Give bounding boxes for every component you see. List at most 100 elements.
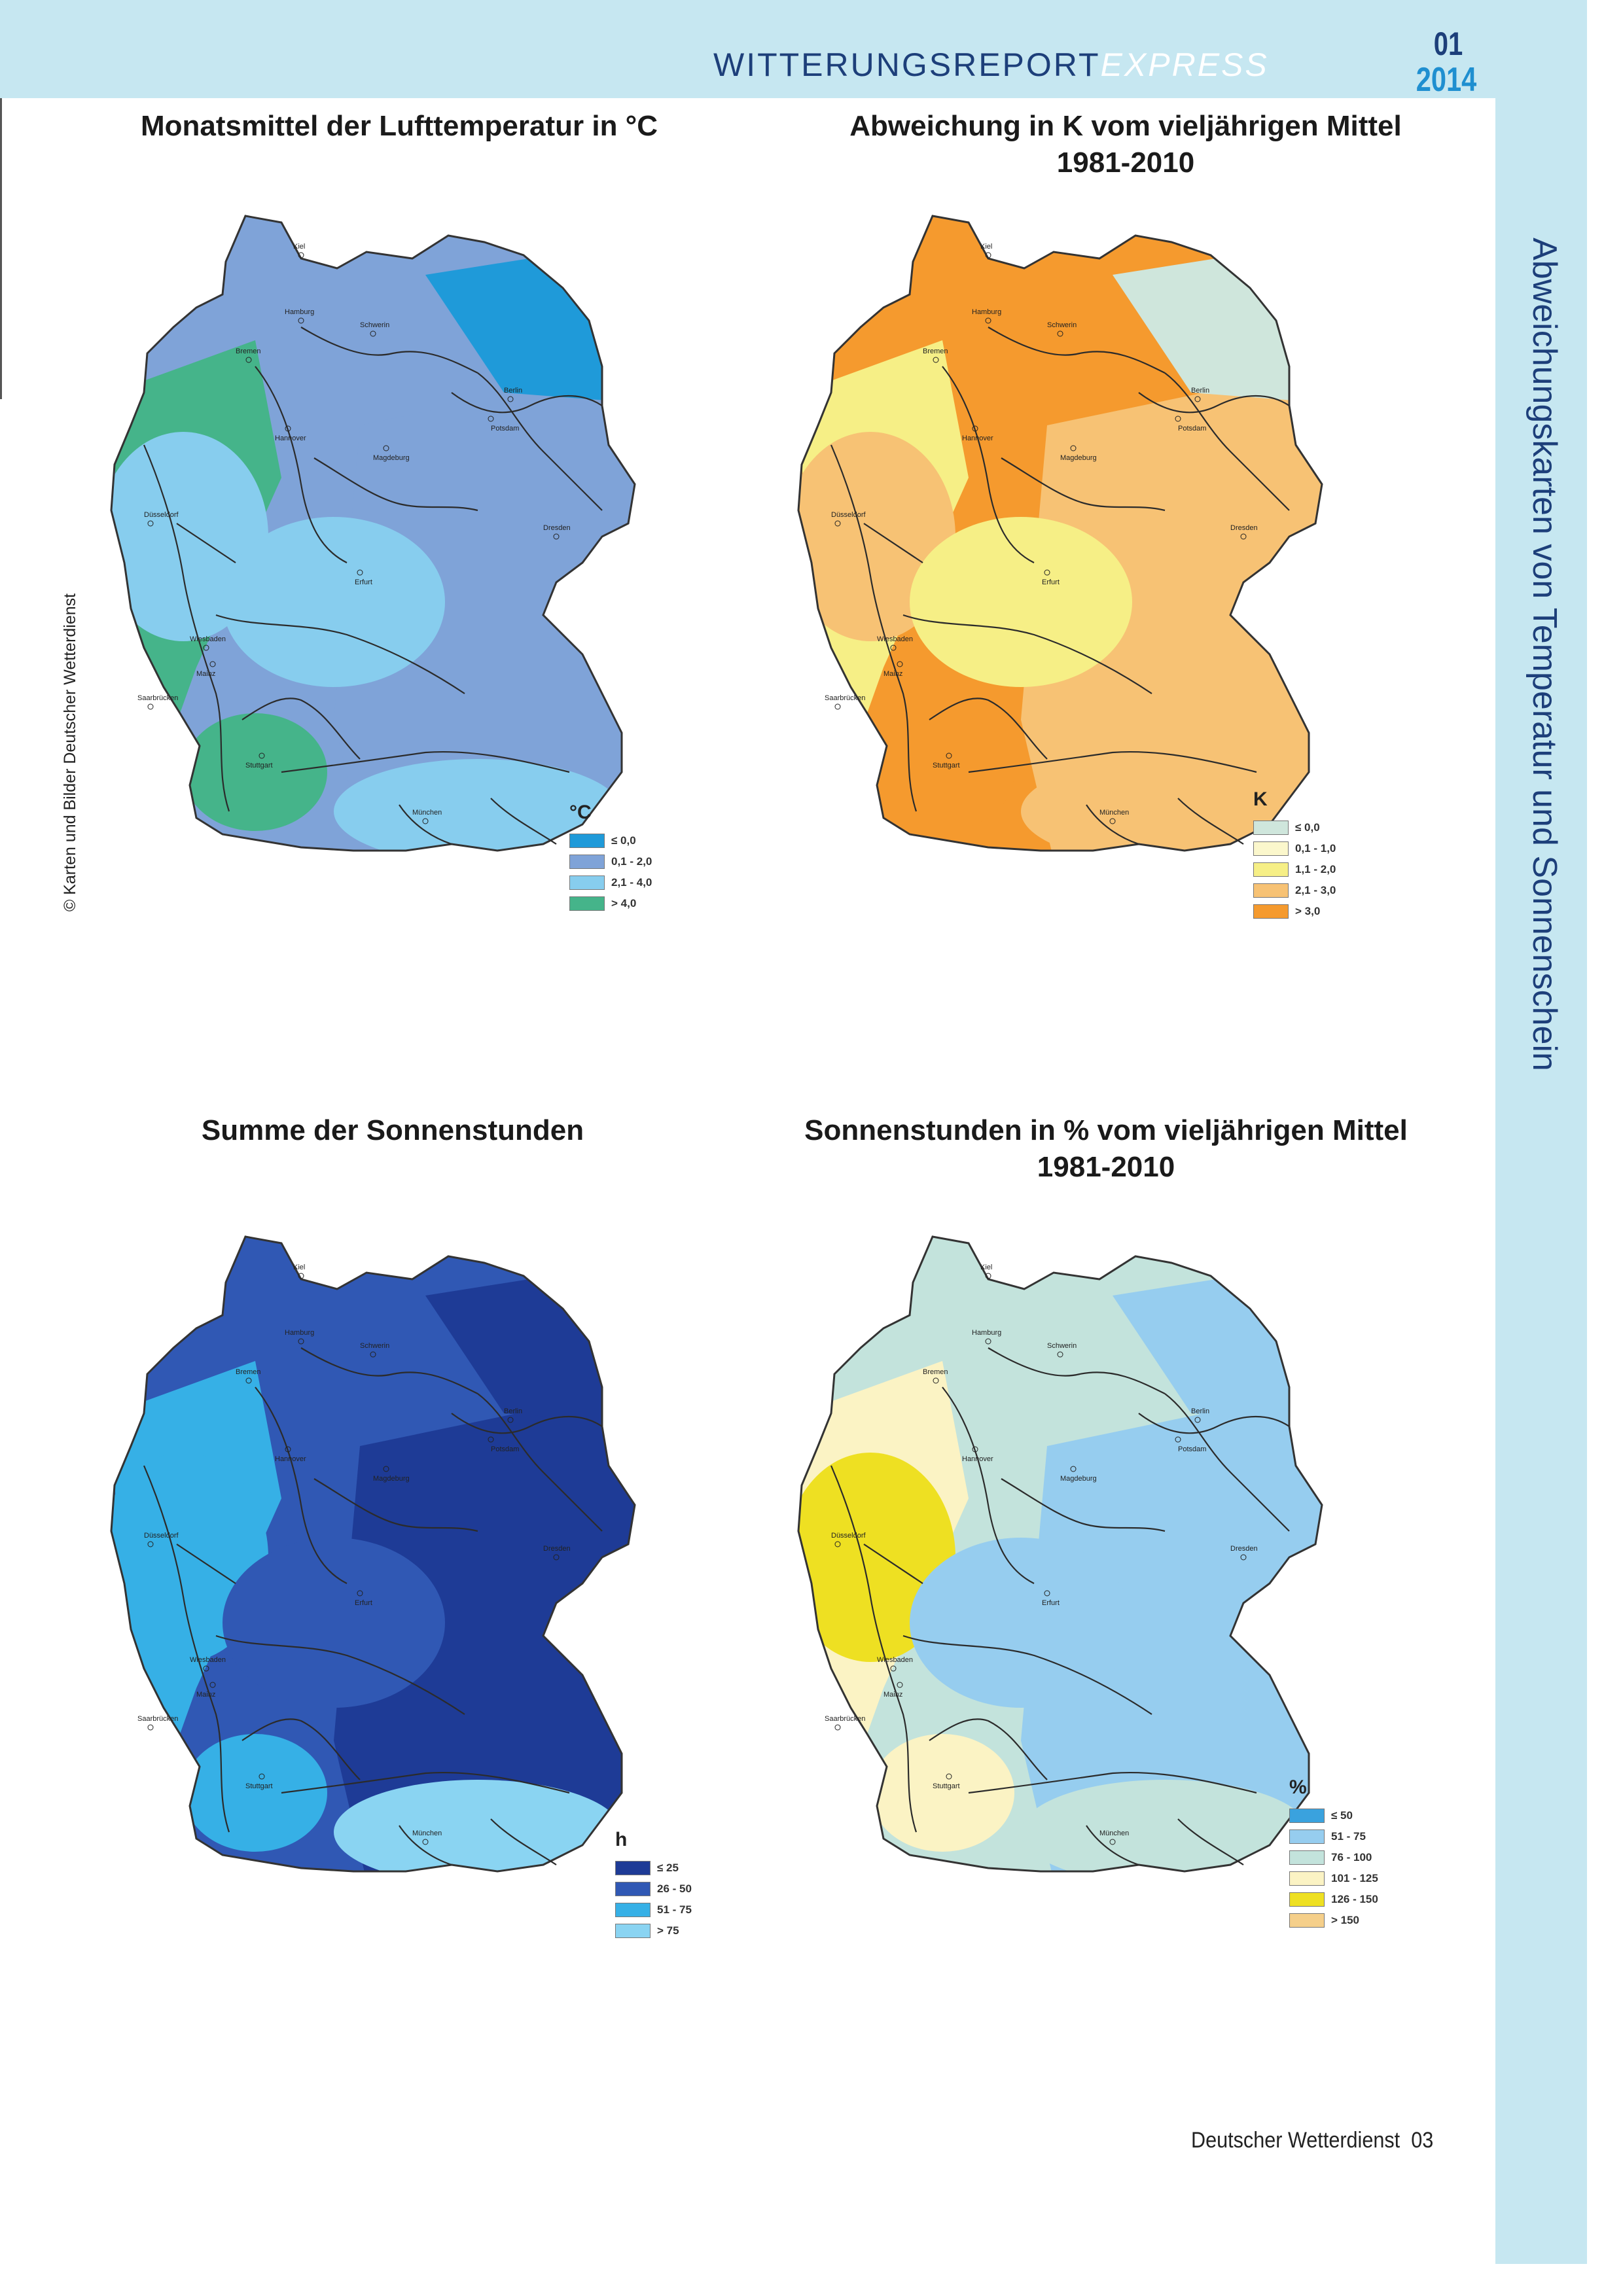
city-wiesbaden-label: Wiesbaden	[877, 1656, 913, 1664]
map-sunshine-hours: Kiel Hamburg Schwerin Bremen Berlin Pots…	[85, 1217, 674, 1940]
city-potsdam-label: Potsdam	[491, 425, 519, 433]
city-wiesbaden: Wiesbaden	[190, 1656, 226, 1672]
side-title: Abweichungskarten von Temperatur und Son…	[1525, 238, 1563, 1071]
city-hamburg: Hamburg	[972, 1329, 1001, 1345]
city-saarbruecken: Saarbrücken	[825, 694, 865, 710]
legend-unit: K	[1253, 788, 1268, 810]
legend-temperature-deviation: K ≤ 0,0 0,1 - 1,0 1,1 - 2,0 2,1 - 3,0 > 3,0	[1253, 788, 1336, 922]
legend-swatch	[569, 855, 605, 869]
city-magdeburg-label: Magdeburg	[373, 454, 410, 462]
rivers	[143, 327, 603, 845]
footer-publisher: Deutscher Wetterdienst	[1191, 2128, 1400, 2153]
river-saale	[313, 1478, 478, 1532]
map-title-line2: 1981-2010	[1037, 1151, 1175, 1183]
legend-item: > 3,0	[1253, 901, 1336, 922]
map-region	[183, 1734, 327, 1852]
city-hannover-label: Hannover	[962, 1455, 993, 1463]
river-havel	[451, 392, 603, 414]
city-muenchen: München	[412, 1829, 442, 1845]
river-weser	[255, 1386, 348, 1584]
legend-label: 0,1 - 1,0	[1295, 842, 1336, 855]
city-mainz-label: Mainz	[883, 670, 902, 678]
city-saarbruecken-label: Saarbrücken	[137, 1715, 178, 1723]
city-potsdam: Potsdam	[488, 1436, 519, 1453]
map-region	[223, 1538, 445, 1708]
river-neckar	[929, 698, 1048, 760]
city-dresden: Dresden	[543, 524, 571, 540]
map-region	[223, 517, 445, 687]
city-potsdam: Potsdam	[488, 415, 519, 433]
legend-item: > 4,0	[569, 893, 652, 914]
map-temperature-deviation: Kiel Hamburg Schwerin Bremen Berlin Pots…	[772, 196, 1361, 919]
city-kiel: Kiel	[293, 243, 305, 258]
city-duesseldorf-label: Düsseldorf	[144, 1532, 179, 1540]
city-muenchen: München	[412, 809, 442, 824]
river-rhine	[830, 444, 918, 812]
legend-label: 51 - 75	[657, 1903, 692, 1916]
city-mainz: Mainz	[196, 661, 216, 678]
rivers	[143, 1347, 603, 1866]
city-bremen: Bremen	[923, 347, 948, 363]
report-title-express: EXPRESS	[1100, 46, 1269, 83]
city-bremen-label: Bremen	[923, 1368, 948, 1376]
legend-label: ≤ 50	[1331, 1809, 1353, 1822]
city-stuttgart: Stuttgart	[933, 1773, 960, 1790]
map-region	[870, 713, 1014, 831]
river-elbe	[988, 327, 1166, 374]
river-neckar	[241, 698, 361, 760]
city-berlin-label: Berlin	[1191, 387, 1209, 395]
city-dresden-label: Dresden	[1230, 524, 1258, 532]
city-duesseldorf: Düsseldorf	[144, 1532, 179, 1547]
city-kiel: Kiel	[980, 1263, 992, 1279]
map-fill-regions	[798, 216, 1322, 851]
river-rhine	[830, 1465, 918, 1833]
city-dresden-label: Dresden	[543, 524, 571, 532]
city-magdeburg-label: Magdeburg	[373, 1475, 410, 1483]
legend-swatch	[1289, 1871, 1325, 1886]
legend-unit: h	[615, 1829, 628, 1850]
city-hannover: Hannover	[962, 425, 993, 442]
germany-outline	[797, 1235, 1323, 1873]
city-kiel-label: Kiel	[980, 243, 992, 251]
city-wiesbaden-label: Wiesbaden	[190, 635, 226, 643]
city-schwerin-label: Schwerin	[1047, 1342, 1077, 1350]
map-region	[1021, 1780, 1309, 1871]
city-saarbruecken-label: Saarbrücken	[137, 694, 178, 702]
river-ruhr	[863, 523, 923, 563]
city-erfurt-label: Erfurt	[1042, 1599, 1060, 1607]
left-rule	[0, 98, 2, 399]
river-weser	[255, 366, 348, 563]
river-main	[902, 1634, 1152, 1715]
city-potsdam-label: Potsdam	[1178, 425, 1206, 433]
city-berlin: Berlin	[1191, 387, 1209, 402]
legend-item: 0,1 - 2,0	[569, 851, 652, 872]
river-elbe	[300, 1347, 478, 1394]
map-title-sunshine: Summe der Sonnenstunden	[105, 1112, 681, 1149]
river-danube	[968, 751, 1257, 773]
river-rhine	[143, 1465, 230, 1833]
river-ruhr	[176, 523, 236, 563]
legend-unit: °C	[569, 802, 592, 823]
river-weser	[942, 1386, 1035, 1584]
map-sunshine-percent: Kiel Hamburg Schwerin Bremen Berlin Pots…	[772, 1217, 1361, 1940]
city-erfurt-label: Erfurt	[355, 1599, 372, 1607]
river-saale	[313, 457, 478, 512]
legend-swatch	[569, 875, 605, 890]
city-schwerin: Schwerin	[360, 1342, 389, 1358]
river-inn	[1177, 798, 1244, 845]
city-schwerin-label: Schwerin	[360, 1342, 389, 1350]
river-inn	[1177, 1818, 1244, 1865]
legend-label: ≤ 25	[657, 1862, 679, 1874]
legend-item: ≤ 25	[615, 1858, 692, 1879]
city-stuttgart-label: Stuttgart	[245, 762, 273, 769]
legend-item: 76 - 100	[1289, 1847, 1378, 1868]
legend-swatch	[1253, 841, 1289, 856]
city-berlin: Berlin	[504, 387, 522, 402]
city-mainz: Mainz	[883, 1682, 903, 1699]
city-bremen-label: Bremen	[923, 347, 948, 355]
city-potsdam-label: Potsdam	[1178, 1445, 1206, 1453]
city-erfurt: Erfurt	[355, 1590, 372, 1607]
legend-item: 126 - 150	[1289, 1889, 1378, 1910]
legend-item: 2,1 - 4,0	[569, 872, 652, 893]
river-isar	[1086, 1825, 1139, 1866]
